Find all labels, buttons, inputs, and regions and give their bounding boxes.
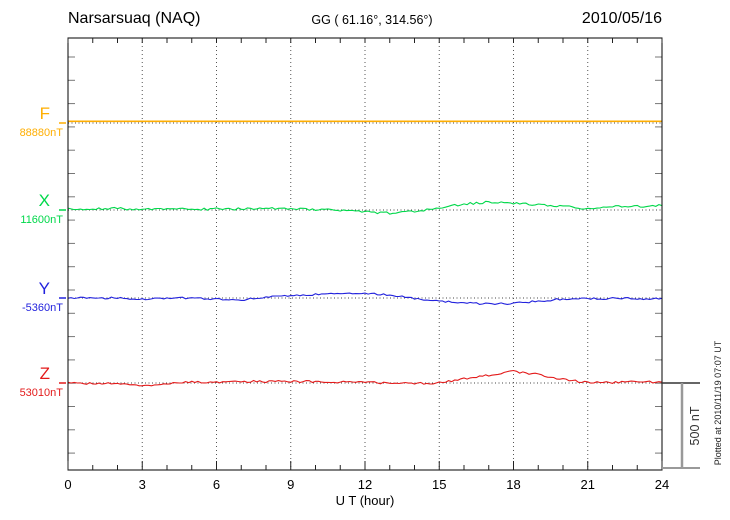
geographic-coordinates: GG ( 61.16°, 314.56°) (311, 13, 433, 27)
trace-Z (67, 369, 663, 387)
x-tick-label: 24 (654, 477, 670, 492)
trace-baseline-value-F: 88880nT (19, 127, 63, 139)
x-tick-label: 0 (64, 477, 72, 492)
trace-label-X: X (38, 191, 50, 210)
trace-X (67, 200, 663, 215)
x-tick-label: 3 (138, 477, 146, 492)
trace-baseline-value-Z: 53010nT (19, 387, 63, 399)
x-tick-label: 21 (580, 477, 595, 492)
trace-baseline-value-X: 11600nT (20, 214, 63, 226)
plot-date: 2010/05/16 (581, 10, 662, 27)
trace-label-Z: Z (39, 364, 50, 383)
x-tick-label: 15 (432, 477, 447, 492)
scale-bar-label: 500 nT (688, 406, 702, 445)
x-axis-title: U T (hour) (335, 493, 395, 508)
trace-Y (67, 292, 663, 305)
x-tick-label: 18 (506, 477, 521, 492)
trace-baseline-value-Y: -5360nT (22, 302, 63, 314)
trace-label-F: F (39, 104, 50, 123)
x-tick-label: 12 (357, 477, 373, 492)
plotted-at-note: Plotted at 2010/11/19 07:07 UT (713, 340, 723, 465)
trace-label-Y: Y (38, 279, 50, 298)
x-tick-label: 9 (287, 477, 295, 492)
x-tick-label: 6 (212, 477, 221, 492)
station-name: Narsarsuaq (NAQ) (68, 10, 201, 27)
